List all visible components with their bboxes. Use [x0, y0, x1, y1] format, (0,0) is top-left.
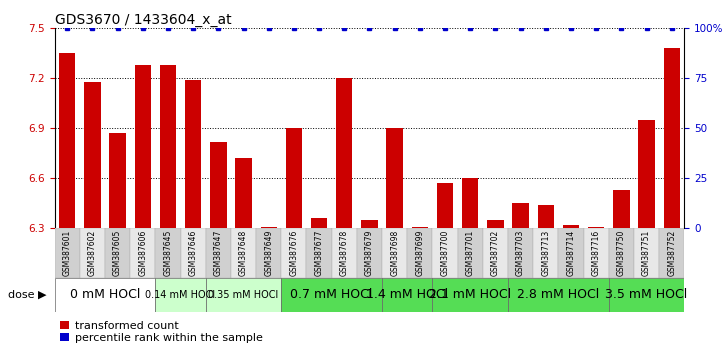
Text: GSM387701: GSM387701 — [466, 230, 475, 276]
Text: GSM387677: GSM387677 — [314, 230, 323, 276]
Text: GSM387702: GSM387702 — [491, 230, 500, 276]
Bar — [210, 142, 226, 228]
Text: GSM387601: GSM387601 — [63, 230, 71, 276]
Bar — [558, 228, 584, 278]
Text: GSM387648: GSM387648 — [239, 230, 248, 276]
Text: GSM387605: GSM387605 — [113, 230, 122, 276]
Text: 0.35 mM HOCl: 0.35 mM HOCl — [208, 290, 279, 300]
Bar — [609, 278, 684, 312]
Bar — [563, 225, 579, 228]
Bar — [508, 228, 533, 278]
Text: 3.5 mM HOCl: 3.5 mM HOCl — [606, 288, 688, 301]
Text: GSM387647: GSM387647 — [214, 230, 223, 276]
Bar — [336, 78, 352, 228]
Text: GSM387602: GSM387602 — [88, 230, 97, 276]
Text: GSM387649: GSM387649 — [264, 230, 273, 276]
Bar — [306, 228, 332, 278]
Bar — [109, 133, 126, 228]
Text: GSM387645: GSM387645 — [164, 230, 173, 276]
Bar — [181, 228, 206, 278]
Text: GDS3670 / 1433604_x_at: GDS3670 / 1433604_x_at — [55, 13, 232, 27]
Bar — [609, 228, 634, 278]
Text: GSM387679: GSM387679 — [365, 230, 374, 276]
Bar — [659, 228, 684, 278]
Bar — [432, 228, 458, 278]
Bar — [411, 227, 428, 228]
Text: 0 mM HOCl: 0 mM HOCl — [70, 288, 141, 301]
Bar — [513, 203, 529, 228]
Text: 1.4 mM HOCl: 1.4 mM HOCl — [366, 288, 448, 301]
Text: dose ▶: dose ▶ — [8, 290, 47, 300]
Bar — [55, 228, 80, 278]
Bar — [382, 228, 407, 278]
Bar — [105, 228, 130, 278]
Text: GSM387714: GSM387714 — [566, 230, 575, 276]
Bar — [281, 228, 306, 278]
Legend: transformed count, percentile rank within the sample: transformed count, percentile rank withi… — [60, 321, 263, 343]
Text: GSM387646: GSM387646 — [189, 230, 197, 276]
Bar — [382, 278, 432, 312]
Bar — [537, 205, 554, 228]
Bar — [462, 178, 478, 228]
Text: GSM387703: GSM387703 — [516, 230, 525, 276]
Bar — [332, 228, 357, 278]
Bar — [387, 128, 403, 228]
Bar — [361, 220, 378, 228]
Bar — [407, 228, 432, 278]
Bar — [634, 228, 659, 278]
Text: GSM387700: GSM387700 — [440, 230, 449, 276]
Bar — [235, 158, 252, 228]
Text: GSM387751: GSM387751 — [642, 230, 651, 276]
Bar — [261, 227, 277, 228]
Bar — [437, 183, 454, 228]
Bar — [613, 190, 630, 228]
Text: 2.8 mM HOCl: 2.8 mM HOCl — [518, 288, 599, 301]
Text: 0.14 mM HOCl: 0.14 mM HOCl — [146, 290, 215, 300]
Bar — [135, 65, 151, 228]
Bar — [231, 228, 256, 278]
Bar — [285, 128, 302, 228]
Bar — [206, 278, 281, 312]
Bar — [59, 53, 76, 228]
Text: GSM387698: GSM387698 — [390, 230, 399, 276]
Bar — [55, 278, 155, 312]
Bar — [584, 228, 609, 278]
Text: GSM387716: GSM387716 — [592, 230, 601, 276]
Bar — [155, 278, 206, 312]
Text: GSM387752: GSM387752 — [668, 230, 676, 276]
Text: GSM387750: GSM387750 — [617, 230, 626, 276]
Bar — [256, 228, 281, 278]
Bar — [458, 228, 483, 278]
Bar — [159, 65, 176, 228]
Bar — [130, 228, 155, 278]
Bar — [185, 80, 202, 228]
Text: GSM387713: GSM387713 — [542, 230, 550, 276]
Text: 0.7 mM HOCl: 0.7 mM HOCl — [290, 288, 373, 301]
Bar — [357, 228, 382, 278]
Bar — [487, 220, 504, 228]
Bar — [206, 228, 231, 278]
Bar — [155, 228, 181, 278]
Bar — [588, 227, 604, 228]
Bar — [80, 228, 105, 278]
Bar — [311, 218, 328, 228]
Bar — [432, 278, 508, 312]
Text: 2.1 mM HOCl: 2.1 mM HOCl — [429, 288, 511, 301]
Bar — [281, 278, 382, 312]
Bar — [84, 82, 100, 228]
Bar — [508, 278, 609, 312]
Bar — [638, 120, 654, 228]
Text: GSM387678: GSM387678 — [340, 230, 349, 276]
Bar — [533, 228, 558, 278]
Text: GSM387699: GSM387699 — [416, 230, 424, 276]
Text: GSM387606: GSM387606 — [138, 230, 147, 276]
Bar — [483, 228, 508, 278]
Bar — [663, 48, 680, 228]
Text: GSM387676: GSM387676 — [290, 230, 298, 276]
